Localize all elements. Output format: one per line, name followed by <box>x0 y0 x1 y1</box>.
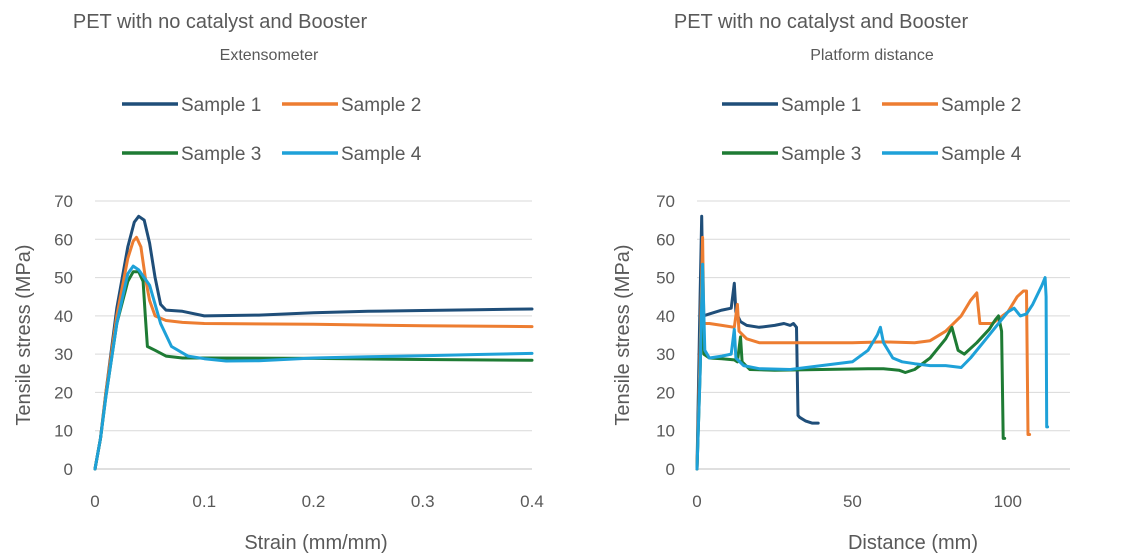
series-group-0 <box>93 214 534 471</box>
y-tick-label: 30 <box>656 345 675 364</box>
legend-1: Sample 1 Sample 2 Sample 3 Sample 4 <box>722 95 1022 165</box>
y-tick-label: 70 <box>656 192 675 211</box>
x-tick-label: 100 <box>994 492 1022 511</box>
legend-label: Sample 2 <box>341 95 421 116</box>
legend-0: Sample 1 Sample 2 Sample 3 Sample 4 <box>122 95 422 165</box>
legend-item-sample-4: Sample 4 <box>882 144 1022 165</box>
grid-1 <box>697 200 1070 432</box>
legend-label: Sample 1 <box>181 95 261 116</box>
y-tick-label: 50 <box>656 269 675 288</box>
x-axis-title: Strain (mm/mm) <box>244 532 387 554</box>
x-tick-label: 0.3 <box>411 492 435 511</box>
series-line-sample-1 <box>93 214 534 471</box>
legend-item-sample-2: Sample 2 <box>282 95 421 116</box>
y-axis-title: Tensile stress (MPa) <box>612 244 634 425</box>
chart-subtitle: Platform distance <box>810 47 934 64</box>
x-axis-title: Distance (mm) <box>848 532 978 554</box>
axes-0: 0 10 20 30 40 50 60 70 0 0.1 0.2 0.3 0.4 <box>54 192 544 511</box>
x-tick-label: 0 <box>692 492 701 511</box>
y-tick-label: 0 <box>64 460 73 479</box>
series-line-sample-4 <box>93 264 534 471</box>
legend-item-sample-4: Sample 4 <box>282 144 422 165</box>
y-tick-label: 50 <box>54 269 73 288</box>
y-tick-label: 70 <box>54 192 73 211</box>
chart-subtitle: Extensometer <box>220 47 319 64</box>
legend-item-sample-2: Sample 2 <box>882 95 1021 116</box>
legend-item-sample-1: Sample 1 <box>122 95 261 116</box>
y-tick-label: 40 <box>656 307 675 326</box>
series-line-sample-4 <box>695 262 1050 471</box>
x-tick-label: 0.2 <box>302 492 326 511</box>
axes-1: 0 10 20 30 40 50 60 70 0 50 100 <box>656 192 1070 511</box>
y-axis-title: Tensile stress (MPa) <box>13 244 35 425</box>
legend-label: Sample 3 <box>781 144 861 165</box>
chart-title: PET with no catalyst and Booster <box>73 11 368 33</box>
y-tick-label: 60 <box>54 230 73 249</box>
legend-item-sample-3: Sample 3 <box>722 144 861 165</box>
legend-item-sample-1: Sample 1 <box>722 95 861 116</box>
series-line-sample-3 <box>695 270 1007 471</box>
y-tick-label: 10 <box>54 422 73 441</box>
y-tick-label: 40 <box>54 307 73 326</box>
chart-platform-distance: 0 10 20 30 40 50 60 70 0 50 100 Sample 1 Sample 2 Sa… <box>562 0 1124 558</box>
y-tick-label: 20 <box>656 383 675 402</box>
x-tick-label: 0.1 <box>192 492 216 511</box>
chart-title: PET with no catalyst and Booster <box>674 11 969 33</box>
x-tick-label: 0.4 <box>520 492 544 511</box>
series-line-sample-1 <box>695 214 820 471</box>
legend-label: Sample 2 <box>941 95 1021 116</box>
y-tick-label: 30 <box>54 345 73 364</box>
x-tick-label: 0 <box>90 492 99 511</box>
y-tick-label: 0 <box>666 460 675 479</box>
grid-0 <box>95 200 532 432</box>
series-group-1 <box>695 214 1050 471</box>
y-tick-label: 10 <box>656 422 675 441</box>
legend-label: Sample 4 <box>941 144 1022 165</box>
x-tick-label: 50 <box>843 492 862 511</box>
legend-label: Sample 1 <box>781 95 861 116</box>
y-tick-label: 20 <box>54 383 73 402</box>
y-tick-label: 60 <box>656 230 675 249</box>
legend-item-sample-3: Sample 3 <box>122 144 261 165</box>
chart-extensometer: 0 10 20 30 40 50 60 70 0 0.1 0.2 0.3 0.4 Sample 1 Sam… <box>13 11 544 554</box>
legend-label: Sample 4 <box>341 144 422 165</box>
legend-label: Sample 3 <box>181 144 261 165</box>
